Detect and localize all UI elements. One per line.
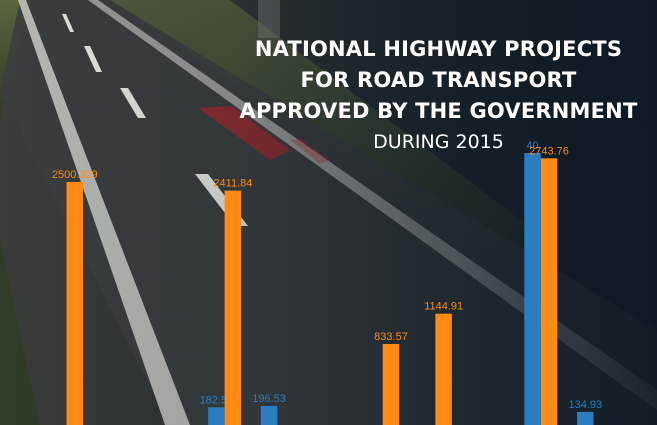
bar-series2-6 xyxy=(382,344,400,425)
bar-value-label-series2-3: 2411.84 xyxy=(213,178,252,190)
title-line-3: APPROVED BY THE GOVERNMENT xyxy=(239,99,638,123)
bar-series1-10 xyxy=(577,411,594,425)
chart-subtitle: DURING 2015 xyxy=(373,131,504,153)
bar-value-label-series2-7: 1144.91 xyxy=(424,301,463,313)
bar-series1-3 xyxy=(208,407,225,425)
bar-value-label-series2-0: 2500.329 xyxy=(52,169,98,181)
bar-series2-9 xyxy=(540,158,558,425)
title-line-1: NATIONAL HIGHWAY PROJECTS xyxy=(254,37,623,61)
bar-series2-3 xyxy=(224,190,242,425)
bar-value-label-series1-10: 134.93 xyxy=(568,399,602,411)
bar-series1-9 xyxy=(524,153,541,425)
chart-title: NATIONAL HIGHWAY PROJECTS FOR ROAD TRANS… xyxy=(226,34,651,156)
bar-value-label-series2-9: 2743.76 xyxy=(529,145,569,157)
bar-series2-0 xyxy=(66,182,83,425)
bar-value-label-series2-6: 833.57 xyxy=(374,331,408,343)
bar-value-label-series1-4: 196.53 xyxy=(252,393,286,405)
bar-value-label-series1-9: 40 xyxy=(526,140,538,152)
bar-series2-7 xyxy=(435,313,452,425)
bar-series1-4 xyxy=(260,405,278,425)
title-line-2: FOR ROAD TRANSPORT xyxy=(300,68,577,92)
